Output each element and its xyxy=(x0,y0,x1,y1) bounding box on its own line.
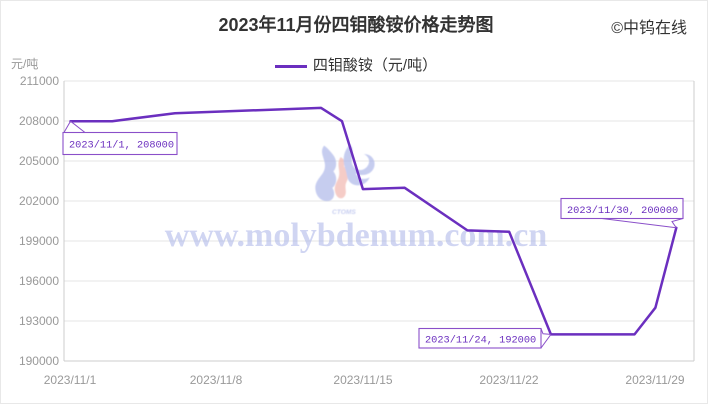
svg-text:196000: 196000 xyxy=(19,274,59,288)
svg-text:2023/11/30, 200000: 2023/11/30, 200000 xyxy=(567,205,678,217)
svg-text:193000: 193000 xyxy=(19,314,59,328)
svg-text:202000: 202000 xyxy=(19,194,59,208)
svg-text:208000: 208000 xyxy=(19,114,59,128)
svg-text:190000: 190000 xyxy=(19,354,59,368)
svg-text:2023/11/22: 2023/11/22 xyxy=(479,373,538,387)
svg-text:2023/11/29: 2023/11/29 xyxy=(625,373,684,387)
svg-text:2023/11/1: 2023/11/1 xyxy=(44,373,97,387)
svg-text:205000: 205000 xyxy=(19,154,59,168)
svg-text:2023/11/24, 192000: 2023/11/24, 192000 xyxy=(425,335,536,347)
svg-text:2023/11/8: 2023/11/8 xyxy=(190,373,243,387)
svg-text:CTOMS: CTOMS xyxy=(332,209,356,216)
svg-text:199000: 199000 xyxy=(19,234,59,248)
svg-text:2023/11/15: 2023/11/15 xyxy=(333,373,392,387)
svg-text:www.molybdenum.com.cn: www.molybdenum.com.cn xyxy=(165,217,548,254)
svg-text:211000: 211000 xyxy=(20,74,59,88)
svg-text:2023/11/1, 208000: 2023/11/1, 208000 xyxy=(69,140,174,152)
